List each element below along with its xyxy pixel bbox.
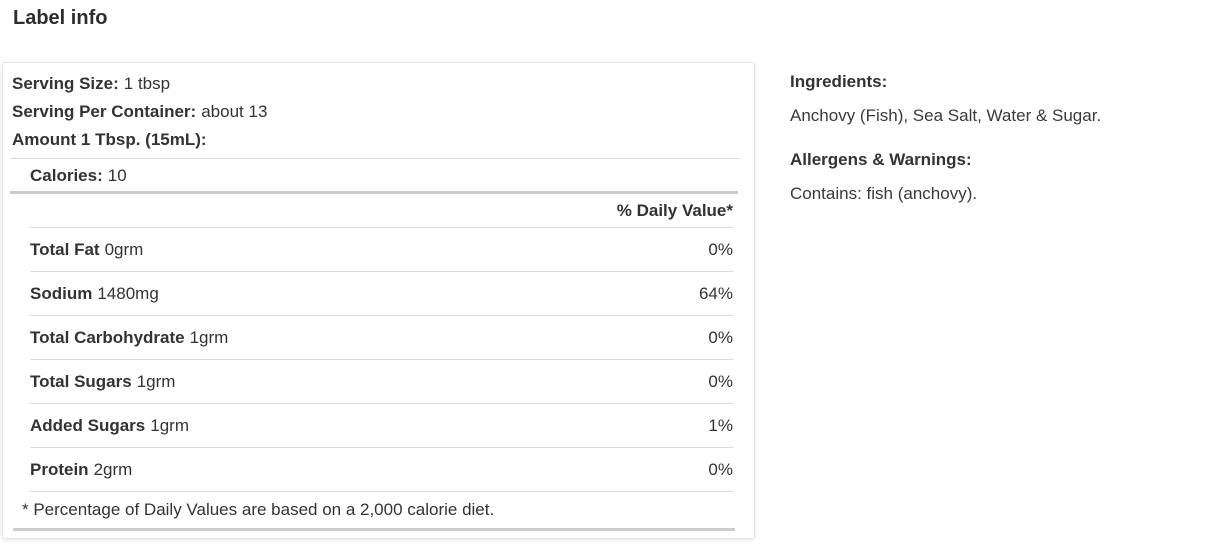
- nutrient-label: Total Sugars 1grm: [30, 372, 175, 392]
- divider-bottom: [13, 528, 735, 531]
- nutrient-name: Total Sugars: [30, 371, 132, 391]
- calories-line: Calories: 10: [3, 159, 754, 191]
- nutrition-facts-panel: Serving Size: 1 tbsp Serving Per Containe…: [2, 62, 755, 539]
- nutrient-daily-value: 64%: [698, 283, 733, 303]
- nutrition-row: Total Fat 0grm 0%: [30, 228, 733, 272]
- nutrient-name: Sodium: [30, 283, 93, 303]
- nutrition-row: Total Carbohydrate 1grm 0%: [30, 316, 733, 360]
- ingredients-text: Anchovy (Fish), Sea Salt, Water & Sugar.: [790, 106, 1102, 125]
- nutrition-row: Total Sugars 1grm 0%: [30, 360, 733, 404]
- nutrient-amount: 2grm: [93, 459, 133, 479]
- divider-under-calories: [10, 191, 738, 194]
- nutrient-label: Protein 2grm: [30, 460, 132, 480]
- nutrient-daily-value: 0%: [708, 459, 733, 479]
- nutrient-name: Protein: [30, 459, 89, 479]
- page-title: Label info: [13, 7, 108, 29]
- serving-size-line: Serving Size: 1 tbsp: [12, 70, 754, 98]
- allergens-heading: Allergens & Warnings:: [790, 150, 972, 169]
- nutrition-row: Sodium 1480mg 64%: [30, 272, 733, 316]
- nutrition-row: Protein 2grm 0%: [30, 448, 733, 492]
- nutrient-amount: 1grm: [189, 327, 229, 347]
- daily-value-header: % Daily Value*: [30, 194, 733, 228]
- nutrition-row: Added Sugars 1grm 1%: [30, 404, 733, 448]
- calories-value: 10: [107, 166, 127, 185]
- nutrient-name: Added Sugars: [30, 415, 146, 435]
- serving-info-block: Serving Size: 1 tbsp Serving Per Containe…: [3, 63, 754, 154]
- nutrient-name: Total Carbohydrate: [30, 327, 185, 347]
- nutrition-rows: % Daily Value* Total Fat 0grm 0% Sodium 14…: [30, 194, 733, 492]
- serving-size-value: 1 tbsp: [123, 74, 171, 93]
- daily-value-footnote: * Percentage of Daily Values are based o…: [22, 500, 495, 519]
- nutrient-amount: 1grm: [150, 415, 189, 435]
- serving-per-container-label: Serving Per Container:: [12, 102, 197, 121]
- nutrient-name: Total Fat: [30, 239, 100, 259]
- nutrient-label: Sodium 1480mg: [30, 284, 159, 304]
- allergens-text: Contains: fish (anchovy).: [790, 184, 978, 203]
- ingredients-heading: Ingredients:: [790, 72, 888, 91]
- nutrient-daily-value: 1%: [708, 415, 733, 435]
- divider-under-amount: [10, 158, 740, 159]
- nutrient-daily-value: 0%: [708, 371, 733, 391]
- nutrient-label: Total Carbohydrate 1grm: [30, 328, 228, 348]
- calories-label: Calories:: [30, 166, 103, 185]
- amount-label: Amount 1 Tbsp. (15mL):: [12, 130, 207, 149]
- nutrient-label: Added Sugars 1grm: [30, 416, 189, 436]
- nutrient-amount: 1480mg: [97, 283, 159, 303]
- nutrient-amount: 1grm: [136, 371, 176, 391]
- nutrient-daily-value: 0%: [708, 327, 733, 347]
- nutrient-amount: 0grm: [104, 239, 144, 259]
- serving-size-label: Serving Size:: [12, 74, 119, 93]
- serving-per-container-line: Serving Per Container: about 13: [12, 98, 754, 126]
- nutrient-daily-value: 0%: [708, 239, 733, 259]
- nutrient-label: Total Fat 0grm: [30, 240, 143, 260]
- label-details-column: Ingredients: Anchovy (Fish), Sea Salt, W…: [790, 62, 1200, 228]
- serving-per-container-value: about 13: [201, 102, 268, 121]
